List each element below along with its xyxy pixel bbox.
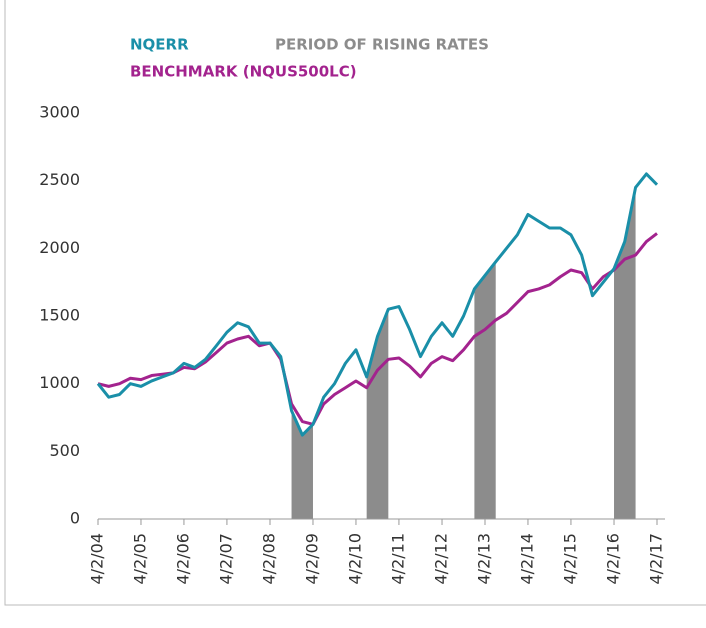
x-tick-label: 4/2/05: [130, 533, 149, 585]
x-tick-label: 4/2/11: [388, 533, 407, 585]
series-line: [97, 232, 658, 426]
x-tick-label: 4/2/08: [260, 533, 279, 585]
y-tick-label: 500: [49, 441, 80, 460]
legend-nqerr: NQERR: [130, 36, 189, 54]
y-tick-label: 1500: [39, 306, 80, 325]
x-tick-label: 4/2/06: [173, 533, 192, 585]
x-tick-label: 4/2/04: [88, 533, 107, 585]
rising-rate-period: [614, 187, 636, 519]
rising-rate-period: [291, 410, 313, 519]
y-tick-label: 1000: [39, 373, 80, 392]
x-tick-label: 4/2/09: [302, 533, 321, 585]
x-tick-label: 4/2/15: [560, 533, 579, 585]
x-tick-label: 4/2/16: [604, 533, 623, 585]
frame: [4, 0, 706, 606]
y-tick-label: 0: [70, 509, 80, 528]
legend-benchmark: BENCHMARK (NQUS500LC): [130, 63, 357, 81]
x-tick-label: 4/2/17: [647, 533, 666, 585]
series-line: [96, 172, 659, 437]
x-tick-label: 4/2/10: [345, 533, 364, 585]
x-tick-label: 4/2/14: [517, 533, 536, 585]
y-tick-label: 3000: [39, 103, 80, 122]
rising-rate-period: [474, 261, 496, 519]
y-tick-label: 2000: [39, 238, 80, 257]
x-tick-label: 4/2/13: [474, 533, 493, 585]
y-tick-label: 2500: [39, 170, 80, 189]
x-tick-label: 4/2/12: [432, 533, 451, 585]
legend-periods: PERIOD OF RISING RATES: [275, 36, 489, 54]
x-tick-label: 4/2/07: [216, 533, 235, 585]
